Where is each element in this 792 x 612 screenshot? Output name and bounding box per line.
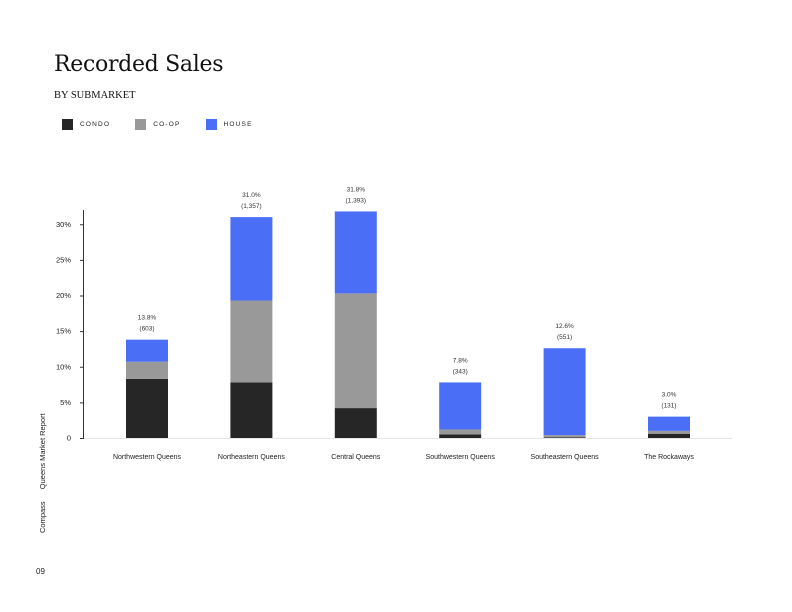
bar-segment-coop [543,435,586,438]
legend-label-condo: CONDO [80,121,111,128]
bar-segment-house [439,382,482,430]
bar-total-label: 31.0% [242,192,261,199]
bar-total-label: 12.6% [555,323,574,330]
legend-swatch-coop [135,119,147,130]
bar-segment-house [334,211,377,294]
bar-segment-coop [439,429,482,435]
legend-label-house: HOUSE [223,121,253,128]
bar-count-label: (131) [661,403,676,410]
legend-label-coop: CO-OP [153,121,181,128]
bar-total-label: 7.8% [453,357,468,364]
legend-swatch-house [205,119,217,130]
x-category-label: The Rockaways [644,454,694,461]
chart-legend: CONDO CO-OP HOUSE [62,119,278,130]
x-category-label: Northwestern Queens [113,454,182,461]
brand-label: Compass [38,501,47,533]
y-tick-label: 20% [56,291,71,300]
bar-count-label: (1,393) [345,197,366,204]
y-tick-label: 0 [67,434,71,443]
bar-segment-coop [230,300,273,383]
legend-item-coop: CO-OP [135,119,180,130]
bar-count-label: (551) [557,334,572,341]
bar-segment-house [230,217,273,301]
x-category-label: Northeastern Queens [218,454,285,461]
x-category-label: Southwestern Queens [426,454,496,461]
y-tick-label: 15% [56,327,71,336]
bar-count-label: (343) [453,368,468,375]
bar-count-label: (603) [139,326,154,333]
y-tick-label: 25% [56,255,71,264]
report-label: Queens Market Report [38,413,47,490]
y-tick-label: 5% [60,398,71,407]
bar-segment-coop [126,361,168,379]
bar-segment-coop [334,293,377,409]
page-subtitle: BY SUBMARKET [54,90,136,101]
bar-segment-house [126,339,168,362]
legend-item-condo: CONDO [62,119,110,130]
bar-segment-condo [543,437,586,438]
bar-segment-condo [126,378,168,438]
bar-segment-condo [334,408,377,438]
page-number: 09 [36,567,45,576]
bar-segment-house [543,348,586,436]
y-tick-label: 10% [56,362,71,371]
x-category-label: Central Queens [331,454,381,461]
legend-swatch-condo [62,119,73,130]
page-title: Recorded Sales [54,52,224,77]
bar-count-label: (1,357) [241,203,262,210]
y-tick-label: 30% [56,220,71,229]
bar-total-label: 13.8% [138,315,157,322]
bar-total-label: 31.8% [347,186,366,193]
side-label: Compass Queens Market Report [38,403,47,533]
bar-segment-condo [648,433,690,438]
bar-total-label: 3.0% [662,392,677,399]
bar-segment-condo [230,382,273,438]
legend-item-house: HOUSE [205,119,253,130]
x-category-label: Southeastern Queens [531,454,600,461]
bar-segment-house [648,416,690,431]
bar-segment-coop [648,430,690,434]
bar-segment-condo [439,434,482,438]
